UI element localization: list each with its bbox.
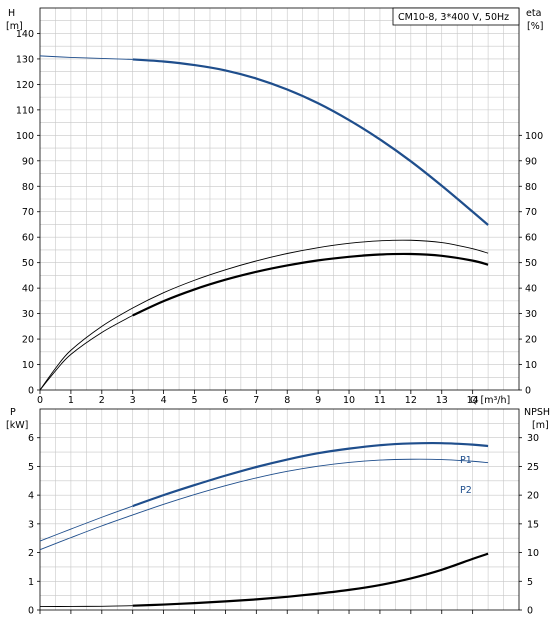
left-y-tick-label: 60 <box>22 233 34 244</box>
left-y-tick-label: 20 <box>22 335 34 346</box>
x-tick-label: 14 <box>467 395 479 406</box>
npsh-y-tick-label: 0 <box>527 606 533 617</box>
right-axis-label-unit: [%] <box>527 21 543 32</box>
right-y-tick-label: 30 <box>525 309 537 320</box>
series-eta-lower-thick <box>132 252 489 317</box>
left-axis-label-top: H <box>8 8 15 19</box>
right-y-tick-label: 40 <box>525 284 537 295</box>
power-y-tick-label: 4 <box>28 491 34 502</box>
npsh-y-tick-label: 25 <box>527 462 539 473</box>
series-eta-lower-thin <box>39 314 133 391</box>
x-tick-label: 10 <box>343 395 355 406</box>
x-tick-label: 7 <box>253 395 259 406</box>
left-y-tick-label: 40 <box>22 284 34 295</box>
chart-title: CM10-8, 3*400 V, 50Hz <box>398 12 509 23</box>
power-y-tick-label: 0 <box>28 606 34 617</box>
right-y-tick-label: 60 <box>525 233 537 244</box>
top-curves <box>39 55 489 391</box>
power-npsh-panel: P [kW] NPSH [m] 0 1 2 3 4 5 6 0 5 10 15 20 25 30 P1 P… <box>6 407 550 617</box>
left-y-tick-label: 0 <box>28 386 34 397</box>
right-y-tick-label: 80 <box>525 182 537 193</box>
x-tick-label: 5 <box>191 395 197 406</box>
series-P1-thin <box>39 505 133 542</box>
right-y-tick-label: 70 <box>525 207 537 218</box>
npsh-axis-label-top: NPSH <box>524 407 550 418</box>
series-NPSH-thin <box>39 605 133 607</box>
bottom-tick-labels: 0 1 2 3 4 5 6 0 5 10 15 20 25 30 <box>28 433 539 616</box>
x-tick-label: 3 <box>130 395 136 406</box>
left-axis-label-unit: [m] <box>6 21 23 32</box>
npsh-y-tick-label: 15 <box>527 519 539 530</box>
power-y-tick-label: 6 <box>28 433 34 444</box>
x-tick-label: 1 <box>68 395 74 406</box>
left-y-tick-label: 130 <box>16 54 34 65</box>
left-y-tick-label: 120 <box>16 80 34 91</box>
power-axis-label-top: P <box>10 407 16 418</box>
left-y-tick-label: 80 <box>22 182 34 193</box>
top-grid <box>40 8 519 390</box>
left-y-tick-label: 110 <box>16 105 34 116</box>
npsh-y-tick-label: 30 <box>527 433 539 444</box>
right-y-tick-label: 100 <box>525 131 543 142</box>
power-axis-label-unit: [kW] <box>6 420 28 431</box>
left-y-tick-label: 70 <box>22 207 34 218</box>
x-tick-label: 9 <box>315 395 321 406</box>
x-tick-label: 4 <box>161 395 167 406</box>
x-tick-label: 0 <box>37 395 43 406</box>
series-P2 <box>39 458 489 551</box>
series-label-p1: P1 <box>460 455 472 466</box>
power-y-tick-label: 5 <box>28 462 34 473</box>
right-y-tick-label: 50 <box>525 258 537 269</box>
left-y-tick-label: 140 <box>16 29 34 40</box>
npsh-y-tick-label: 20 <box>527 491 539 502</box>
right-y-tick-label: 0 <box>525 386 531 397</box>
series-NPSH-thick <box>132 552 489 607</box>
left-y-tick-label: 10 <box>22 360 34 371</box>
bottom-curves <box>39 441 489 607</box>
series-head-thin <box>39 55 133 60</box>
top-tick-labels: 0 1 2 3 4 5 6 7 8 9 10 11 12 13 1401020304050607080901… <box>16 29 543 406</box>
bottom-plot-frame <box>39 408 520 611</box>
right-y-tick-label: 90 <box>525 156 537 167</box>
power-y-tick-label: 3 <box>28 519 34 530</box>
power-y-tick-label: 1 <box>28 577 34 588</box>
title-box <box>392 7 520 26</box>
npsh-axis-label-unit: [m] <box>532 420 549 431</box>
right-y-tick-label: 20 <box>525 335 537 346</box>
head-efficiency-panel: H [m] eta [%] CM10-8, 3*400 V, 50Hz Q [m… <box>6 7 543 406</box>
x-tick-label: 6 <box>222 395 228 406</box>
right-y-tick-label: 10 <box>525 360 537 371</box>
series-eta-upper <box>39 239 489 391</box>
npsh-y-tick-label: 10 <box>527 548 539 559</box>
series-head-thick <box>132 58 489 226</box>
npsh-y-tick-label: 5 <box>527 577 533 588</box>
series-P1-thick <box>132 441 489 508</box>
x-axis-label: Q [m³/h] <box>470 395 510 406</box>
series-label-p2: P2 <box>460 485 472 496</box>
bottom-grid <box>40 409 519 610</box>
x-tick-label: 13 <box>436 395 448 406</box>
left-y-tick-label: 50 <box>22 258 34 269</box>
x-tick-label: 12 <box>405 395 417 406</box>
right-axis-label-top: eta <box>526 8 541 19</box>
x-tick-label: 2 <box>99 395 105 406</box>
power-y-tick-label: 2 <box>28 548 34 559</box>
top-plot-frame <box>39 7 520 391</box>
x-tick-label: 11 <box>374 395 386 406</box>
left-y-tick-label: 90 <box>22 156 34 167</box>
x-tick-label: 8 <box>284 395 290 406</box>
left-y-tick-label: 30 <box>22 309 34 320</box>
left-y-tick-label: 100 <box>16 131 34 142</box>
